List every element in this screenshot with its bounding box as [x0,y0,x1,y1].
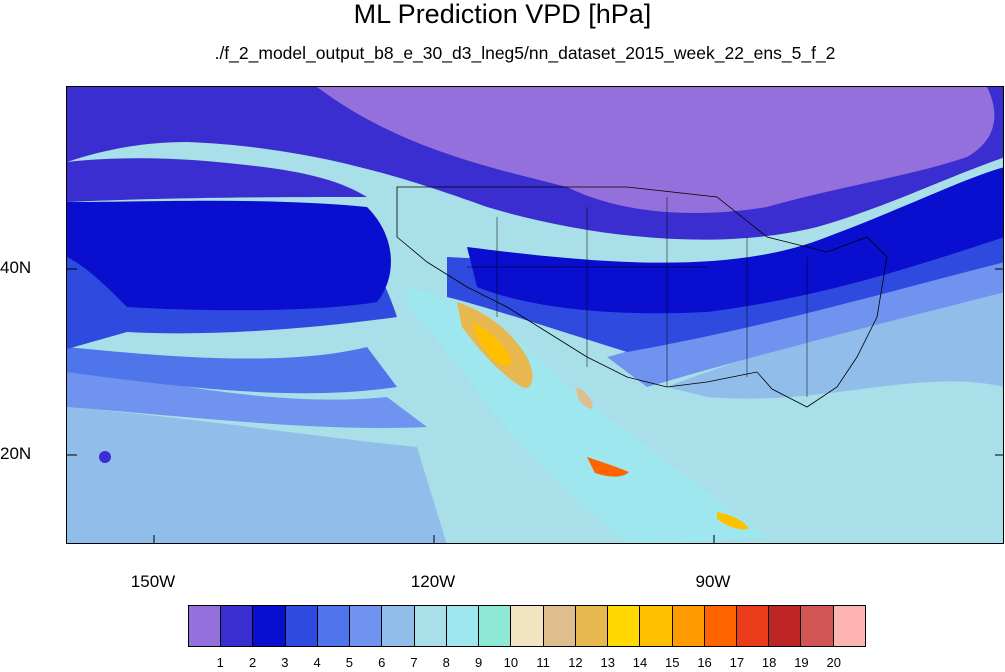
colorbar-label: 9 [474,655,483,670]
colorbar-label: 1 [216,655,224,670]
colorbar-swatch [350,606,383,646]
colorbar-swatch [543,606,576,646]
colorbar-swatch [317,606,351,646]
colorbar-label: 18 [761,655,777,670]
colorbar-swatch [672,606,705,646]
lat-label-20n: 20N [0,444,32,463]
colorbar-swatch [414,606,447,646]
colorbar-swatch [446,606,480,646]
colorbar-label: 10 [503,655,519,670]
colorbar-swatch [801,606,834,646]
colorbar-label: 11 [536,655,550,670]
colorbar-labels: 1 2 3 4 5 6 7 8 9 10 11 12 13 14 15 16 17 18 19 20 [0,656,1005,672]
colorbar-label: 2 [248,655,257,670]
map-subtitle: ./f_2_model_output_b8_e_30_d3_lneg5/nn_d… [214,43,836,63]
colorbar-swatch [221,606,254,646]
colorbar-swatch [640,606,673,646]
lon-label-150w: 150W [130,572,176,591]
colorbar-label: 12 [568,655,583,670]
lon-label-90w: 90W [695,572,731,591]
colorbar-label: 8 [442,655,450,670]
colorbar-swatch [575,606,609,646]
colorbar-swatch [608,606,641,646]
colorbar-swatch [285,606,318,646]
colorbar-swatch [704,606,737,646]
map-title: ML Prediction VPD [hPa] [353,0,652,29]
colorbar-label: 7 [410,655,418,670]
colorbar-label: 4 [313,655,321,670]
colorbar-label: 6 [378,655,386,670]
colorbar [188,605,866,647]
colorbar-label: 13 [600,655,615,670]
colorbar-swatch [511,606,544,646]
colorbar-swatch [736,606,770,646]
lon-label-120w: 120W [410,572,456,591]
colorbar-label: 17 [729,655,745,670]
colorbar-label: 5 [345,655,354,670]
colorbar-swatch [253,606,286,646]
lat-label-40n: 40N [0,258,32,277]
colorbar-label: 14 [632,655,648,670]
vpd-contour-map [66,86,1004,544]
colorbar-swatch [382,606,415,646]
colorbar-swatch [769,606,802,646]
colorbar-label: 19 [794,655,809,670]
colorbar-label: 3 [281,655,289,670]
colorbar-label: 16 [697,655,712,670]
colorbar-label: 15 [665,655,680,670]
colorbar-swatch [833,606,865,646]
colorbar-label: 20 [826,655,841,670]
colorbar-swatch [189,606,222,646]
colorbar-swatch [479,606,512,646]
